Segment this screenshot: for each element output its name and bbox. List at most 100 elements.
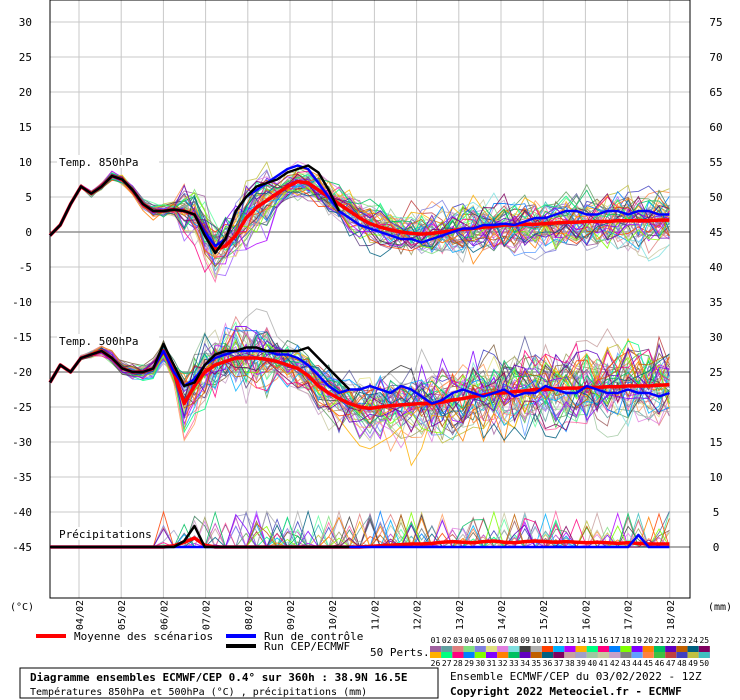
perturbation-number: 01	[431, 636, 441, 645]
perturbation-swatch	[497, 652, 509, 658]
perturbation-swatch	[553, 652, 565, 658]
x-tick-label: 15/02	[539, 600, 550, 630]
perturbation-number: 04	[464, 636, 474, 645]
y-right-tick-label: 30	[709, 331, 722, 344]
y-right-tick-label: 70	[709, 51, 722, 64]
y-right-tick-label: 60	[709, 121, 722, 134]
ecmwf-run-series-line-t850	[49, 164, 341, 255]
perturbation-swatch	[486, 646, 497, 652]
perturbation-swatch	[530, 652, 542, 658]
y-left-tick-label: -40	[12, 506, 32, 519]
y-right-tick-label: 5	[713, 506, 720, 519]
title-box	[19, 667, 439, 699]
perturbation-swatch	[542, 646, 553, 652]
x-tick-label: 04/02	[75, 600, 86, 630]
perturbation-number: 22	[666, 636, 676, 645]
x-tick-label: 09/02	[286, 600, 297, 630]
x-tick-label: 12/02	[413, 600, 424, 630]
perturbation-number: 26	[431, 659, 441, 668]
perturbation-number: 21	[655, 636, 665, 645]
perturbation-line	[49, 338, 670, 414]
perturbation-swatch	[676, 646, 688, 652]
perturbation-swatch	[665, 652, 677, 658]
perturbation-swatch	[676, 652, 688, 658]
perturbation-number: 38	[565, 659, 575, 668]
perturbation-swatch	[609, 652, 621, 658]
perturbation-swatch	[586, 646, 598, 652]
perturbation-swatch	[620, 646, 632, 652]
x-tick-label: 16/02	[581, 600, 592, 630]
y-right-tick-label: 45	[709, 226, 722, 239]
perturbation-swatch	[598, 652, 609, 658]
x-tick-label: 06/02	[159, 600, 170, 630]
perturbation-swatch	[654, 652, 665, 658]
perturbation-swatch	[687, 652, 699, 658]
panel-label-bg	[57, 334, 159, 347]
ecmwf-run-series-line-t500	[48, 342, 351, 391]
perturbation-swatch	[508, 652, 520, 658]
perturbation-number: 17	[610, 636, 620, 645]
plot-frame	[49, 0, 691, 599]
perturbation-swatch	[564, 652, 576, 658]
legend-perts-label: 50 Perts.	[370, 646, 430, 659]
y-left-tick-label: -35	[12, 471, 32, 484]
perturbation-number: 39	[576, 659, 586, 668]
perturbation-swatch	[519, 646, 531, 652]
perturbation-line	[49, 167, 670, 265]
panel-label-bg	[57, 527, 149, 540]
perturbation-swatch	[631, 652, 643, 658]
perturbation-number: 15	[587, 636, 597, 645]
perturbation-swatch	[575, 646, 587, 652]
perturbation-number: 36	[543, 659, 553, 668]
perturbation-number: 29	[464, 659, 474, 668]
perturbation-number: 48	[677, 659, 687, 668]
perturbation-number: 37	[554, 659, 564, 668]
perturbation-swatch	[698, 652, 710, 658]
perturbation-number: 32	[498, 659, 508, 668]
y-right-tick-label: 65	[709, 86, 722, 99]
y-right-tick-label: 40	[709, 261, 722, 274]
y-right-tick-label: 0	[713, 541, 720, 554]
perturbation-number: 28	[453, 659, 463, 668]
perturbation-number: 33	[509, 659, 519, 668]
perturbation-number: 35	[531, 659, 541, 668]
y-left-tick-label: 0	[25, 226, 32, 239]
panel-label-t500: Temp. 500hPa	[59, 335, 138, 348]
perturbation-swatch	[441, 652, 453, 658]
y-left-tick-label: -5	[19, 261, 32, 274]
perturbation-number: 07	[498, 636, 508, 645]
perturbation-swatch	[654, 646, 665, 652]
perturbation-number: 47	[666, 659, 676, 668]
copyright-line: Copyright 2022 Meteociel.fr - ECMWF	[450, 685, 682, 698]
y-right-tick-label: 75	[709, 16, 722, 29]
perturbation-swatch	[665, 646, 677, 652]
y-left-tick-label: 5	[25, 191, 32, 204]
perturbation-number: 45	[643, 659, 653, 668]
perturbation-line	[49, 338, 670, 434]
y-left-tick-label: 25	[19, 51, 32, 64]
y-right-tick-label: 35	[709, 296, 722, 309]
perturbation-swatch	[474, 652, 486, 658]
y-right-tick-label: 20	[709, 401, 722, 414]
y-right-tick-label: 55	[709, 156, 722, 169]
perturbation-swatch	[452, 652, 464, 658]
perturbation-swatch	[687, 646, 699, 652]
right-unit-label: (mm)	[708, 602, 732, 613]
perturbation-swatch	[474, 646, 486, 652]
perturbation-swatch	[609, 646, 621, 652]
left-unit-label: (°C)	[10, 602, 34, 613]
perturbation-swatch	[698, 646, 710, 652]
perturbation-swatch	[575, 652, 587, 658]
perturbation-number: 40	[587, 659, 597, 668]
panel-label-bg	[57, 155, 159, 168]
perturbation-number: 09	[520, 636, 530, 645]
perturbation-number: 46	[655, 659, 665, 668]
source-line: Ensemble ECMWF/CEP du 03/02/2022 - 12Z	[450, 670, 702, 683]
perturbation-line	[49, 331, 670, 441]
perturbation-swatch	[530, 646, 542, 652]
y-left-tick-label: 20	[19, 86, 32, 99]
perturbation-number: 08	[509, 636, 519, 645]
chart-title: Diagramme ensembles ECMWF/CEP 0.4° sur 3…	[30, 671, 408, 684]
y-right-tick-label: 50	[709, 191, 722, 204]
